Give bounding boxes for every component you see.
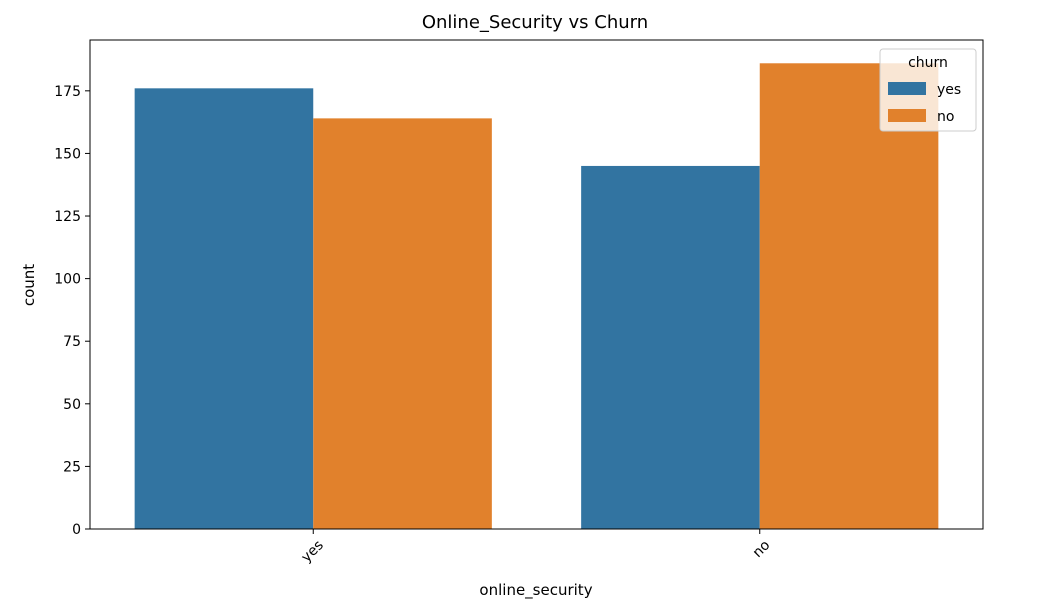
legend-title: churn bbox=[908, 55, 948, 71]
plot-frame bbox=[89, 39, 984, 530]
legend-label-yes: yes bbox=[937, 82, 961, 98]
y-axis-title: count bbox=[20, 264, 38, 306]
y-tick-label: 25 bbox=[63, 459, 81, 475]
bar-no-no bbox=[759, 63, 939, 530]
bar-no-yes bbox=[581, 165, 760, 529]
x-axis: yes no bbox=[298, 529, 773, 566]
y-tick-label: 125 bbox=[54, 209, 81, 225]
y-tick-label: 150 bbox=[54, 146, 81, 162]
x-tick-label-no: no bbox=[750, 537, 774, 561]
legend-label-no: no bbox=[937, 109, 954, 125]
x-tick-label-yes: yes bbox=[298, 537, 326, 565]
y-axis: 0 25 50 75 100 125 150 175 bbox=[54, 84, 90, 538]
bar-yes-yes bbox=[134, 88, 314, 529]
y-tick-label: 0 bbox=[72, 522, 81, 538]
y-tick-label: 50 bbox=[63, 397, 81, 413]
chart-title: Online_Security vs Churn bbox=[422, 12, 648, 33]
y-tick-label: 175 bbox=[54, 84, 81, 100]
legend-swatch-yes bbox=[888, 82, 926, 95]
y-tick-label: 75 bbox=[63, 334, 81, 350]
y-tick-label: 100 bbox=[54, 272, 81, 288]
x-axis-title: online_security bbox=[479, 581, 592, 600]
bars-layer bbox=[134, 63, 939, 530]
legend-swatch-no bbox=[888, 109, 926, 122]
bar-yes-no bbox=[313, 118, 492, 529]
legend: churn yes no bbox=[879, 48, 977, 132]
